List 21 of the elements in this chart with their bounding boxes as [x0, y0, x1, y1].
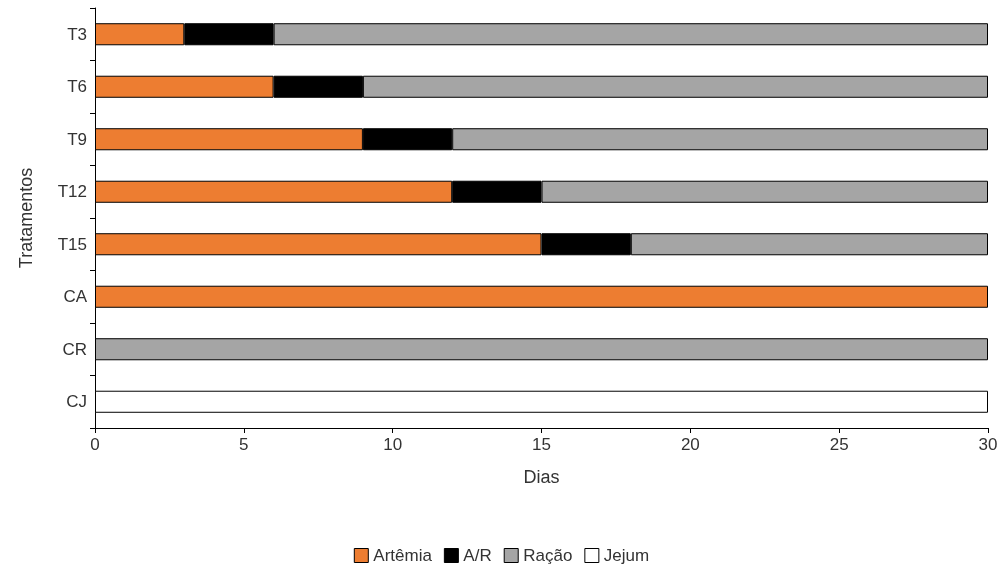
x-tick-label: 25	[829, 435, 849, 454]
legend-label: A/R	[463, 546, 492, 565]
legend-label: Artêmia	[373, 546, 433, 565]
y-tick-label: CA	[63, 287, 88, 307]
x-axis-title: Dias	[523, 467, 560, 487]
y-tick-label: T9	[67, 129, 87, 149]
x-tick-label: 5	[239, 435, 249, 454]
y-tick-label: T12	[57, 182, 87, 202]
x-tick-label: 20	[680, 435, 700, 454]
y-tick-label: T3	[67, 24, 87, 44]
y-tick-label: T6	[67, 77, 87, 97]
x-tick-label: 10	[383, 435, 403, 454]
y-tick-label: CR	[62, 339, 87, 359]
legend-label: Jejum	[603, 546, 650, 565]
y-tick-label: T15	[57, 234, 87, 254]
x-tick-label: 0	[90, 435, 100, 454]
x-tick-label: 30	[978, 435, 998, 454]
x-tick-label: 15	[532, 435, 551, 454]
legend-label: Ração	[523, 546, 573, 565]
y-tick-label: CJ	[66, 392, 87, 412]
y-axis-title: Tratamentos	[16, 167, 36, 269]
